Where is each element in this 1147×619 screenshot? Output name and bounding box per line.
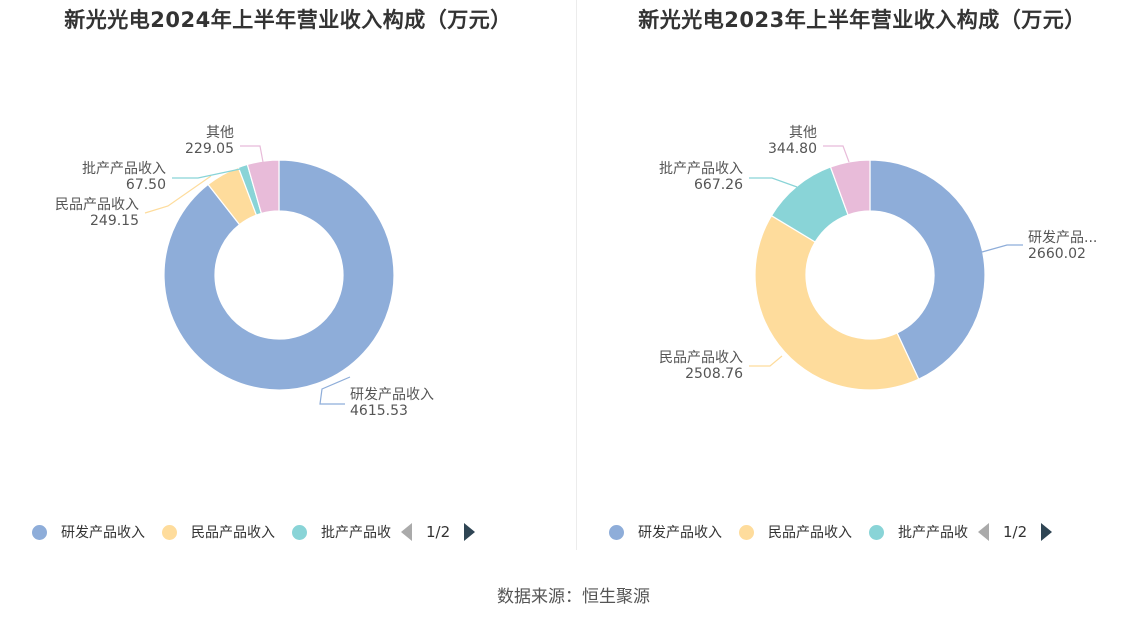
slice-category-label: 其他	[206, 125, 234, 141]
legend-marker	[609, 524, 624, 540]
label-leader-line	[319, 376, 351, 405]
slice-category-label: 研发产品...	[1028, 230, 1097, 246]
chart-title: 新光光电2023年上半年营业收入构成（万元）	[638, 8, 1086, 32]
legend-item-research[interactable]: 研发产品收入	[32, 522, 145, 542]
chart-panel-2024: 新光光电2024年上半年营业收入构成（万元） 研发产品收入 4615.53 民品产品…	[0, 0, 576, 560]
legend-item-civil[interactable]: 民品产品收入	[739, 522, 852, 542]
legend-marker	[292, 524, 307, 540]
legend: 研发产品收入 民品产品收入 批产产品收 1/2	[609, 520, 1053, 544]
legend-marker	[869, 524, 884, 540]
legend: 研发产品收入 民品产品收入 批产产品收 1/2	[32, 520, 476, 544]
chart-panel-2023: 新光光电2023年上半年营业收入构成（万元） 研发产品... 2660.02 民品产…	[577, 0, 1147, 560]
pager-prev-icon[interactable]	[401, 523, 412, 541]
legend-label: 民品产品收入	[768, 525, 852, 541]
legend-label: 研发产品收入	[61, 525, 145, 541]
slice-category-label: 其他	[789, 125, 817, 141]
label-leader-line	[749, 177, 798, 188]
label-leader-line	[172, 167, 246, 179]
legend-item-civil[interactable]: 民品产品收入	[162, 522, 275, 542]
pager-next-icon[interactable]	[1041, 523, 1053, 541]
slice-category-label: 民品产品收入	[55, 197, 139, 213]
slice-value-label: 667.26	[694, 177, 743, 193]
legend-item-batch[interactable]: 批产产品收	[292, 522, 391, 542]
slice-category-label: 研发产品收入	[350, 387, 434, 403]
donut-slice[interactable]	[754, 214, 920, 391]
label-leader-line	[240, 145, 264, 163]
pager-page-indicator: 1/2	[1003, 523, 1028, 541]
legend-pager: 1/2	[978, 523, 1053, 541]
legend-item-research[interactable]: 研发产品收入	[609, 522, 722, 542]
slice-value-label: 2508.76	[685, 366, 743, 382]
slice-value-label: 67.50	[126, 177, 166, 193]
legend-marker	[32, 524, 47, 540]
donut-slice[interactable]	[163, 159, 395, 391]
pager-prev-icon[interactable]	[978, 523, 989, 541]
slice-category-label: 民品产品收入	[659, 350, 743, 366]
legend-label: 批产产品收	[321, 525, 391, 541]
slice-category-label: 批产产品收入	[659, 161, 743, 177]
label-leader-line	[981, 244, 1023, 253]
chart-title: 新光光电2024年上半年营业收入构成（万元）	[64, 8, 512, 32]
slice-value-label: 4615.53	[350, 403, 408, 419]
data-source-note: 数据来源：恒生聚源	[497, 587, 650, 607]
legend-label: 研发产品收入	[638, 525, 722, 541]
pager-page-indicator: 1/2	[426, 523, 451, 541]
label-leader-line	[144, 175, 212, 214]
label-leader-line	[749, 355, 783, 367]
legend-marker	[162, 524, 177, 540]
slice-value-label: 2660.02	[1028, 246, 1086, 262]
legend-label: 批产产品收	[898, 525, 968, 541]
donut-slice[interactable]	[246, 159, 280, 215]
donut-slice[interactable]	[869, 159, 986, 380]
pager-next-icon[interactable]	[464, 523, 476, 541]
legend-label: 民品产品收入	[191, 525, 275, 541]
slice-value-label: 344.80	[768, 141, 817, 157]
slice-category-label: 批产产品收入	[82, 161, 166, 177]
slice-value-label: 229.05	[185, 141, 234, 157]
label-leader-line	[823, 145, 850, 163]
slice-value-label: 249.15	[90, 213, 139, 229]
legend-item-batch[interactable]: 批产产品收	[869, 522, 968, 542]
legend-pager: 1/2	[401, 523, 476, 541]
donut-slice[interactable]	[829, 159, 871, 216]
panel-divider	[576, 0, 577, 550]
legend-marker	[739, 524, 754, 540]
